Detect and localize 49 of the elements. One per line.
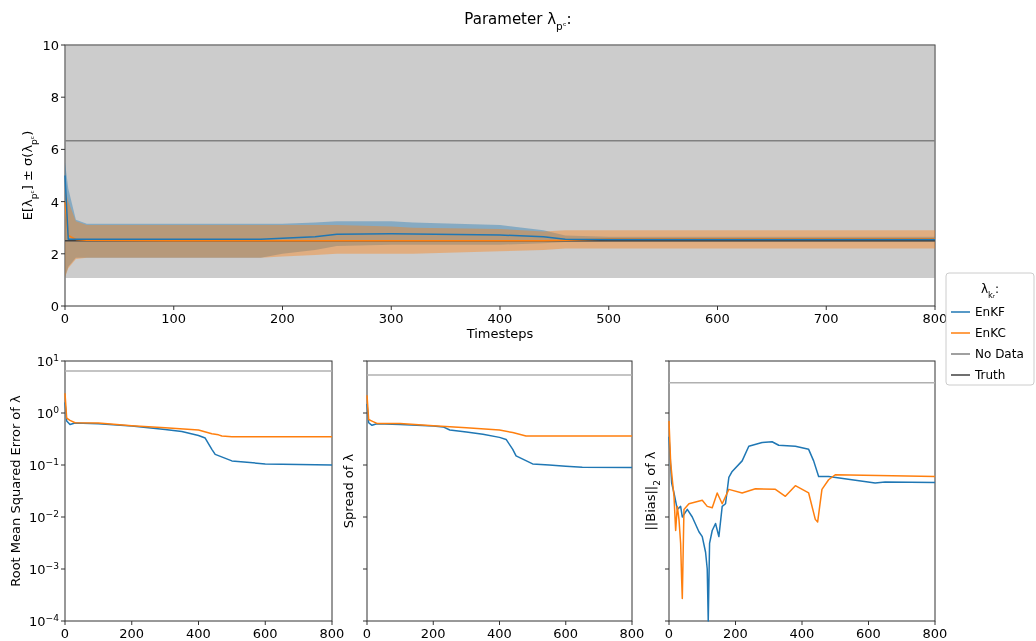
x-tick-label: 600 [705, 311, 730, 326]
x-tick-label: 600 [553, 626, 579, 641]
x-tick-label: 400 [487, 626, 512, 641]
y-tick-label: 10$^{−2}$ [29, 509, 59, 525]
y-tick-label: 10$^{1}$ [36, 353, 59, 369]
line-series [64, 392, 333, 438]
x-tick-label: 800 [922, 626, 948, 641]
x-tick-label: 400 [789, 626, 815, 641]
line-series [64, 401, 333, 466]
x-tick-label: 100 [161, 311, 187, 326]
legend-label: Truth [974, 368, 1006, 382]
x-tick-label: 200 [270, 311, 295, 326]
legend-label: EnKF [975, 305, 1006, 319]
x-tick-label: 800 [319, 626, 345, 641]
legend-label: No Data [975, 347, 1024, 361]
y-tick-label: 10$^{0}$ [36, 405, 60, 421]
line-series [64, 174, 936, 241]
x-tick-label: 600 [856, 626, 881, 641]
y-tick-label: 0 [50, 299, 59, 314]
chart-title: Parameter λ$_{pᶜ}$: [464, 10, 572, 32]
x-tick-label: 300 [378, 311, 404, 326]
y-axis-title: Spread of λ [341, 453, 356, 529]
x-tick-label: 500 [596, 311, 622, 326]
x-tick-label: 800 [619, 626, 645, 641]
x-tick-label: 0 [60, 311, 70, 326]
y-tick-label: 8 [50, 90, 59, 106]
y-tick-label: 10 [42, 38, 59, 53]
y-tick-label: 4 [50, 194, 59, 210]
x-tick-label: 800 [922, 311, 948, 326]
x-tick-label: 200 [723, 626, 748, 641]
line-series [64, 200, 936, 242]
x-tick-label: 200 [420, 626, 446, 641]
y-tick-label: 10$^{−3}$ [29, 561, 60, 577]
x-tick-label: 0 [362, 626, 372, 641]
legend-label: EnKC [975, 326, 1006, 340]
y-tick-label: 10$^{−4}$ [29, 613, 60, 629]
x-tick-label: 400 [487, 311, 513, 326]
y-tick-label: 2 [50, 246, 59, 262]
x-tick-label: 0 [60, 626, 70, 641]
y-axis-title: Root Mean Squared Error of λ [8, 394, 23, 587]
x-tick-label: 400 [186, 626, 211, 641]
x-tick-label: 700 [813, 311, 839, 326]
x-axis-title: Timesteps [465, 326, 534, 341]
x-tick-label: 600 [252, 626, 278, 641]
x-tick-label: 0 [664, 626, 674, 641]
legend-title: λ$_{kᵣ}$: [980, 282, 1000, 300]
y-tick-label: 6 [50, 142, 59, 158]
x-tick-label: 200 [119, 626, 145, 641]
y-tick-label: 10$^{−1}$ [29, 457, 59, 473]
